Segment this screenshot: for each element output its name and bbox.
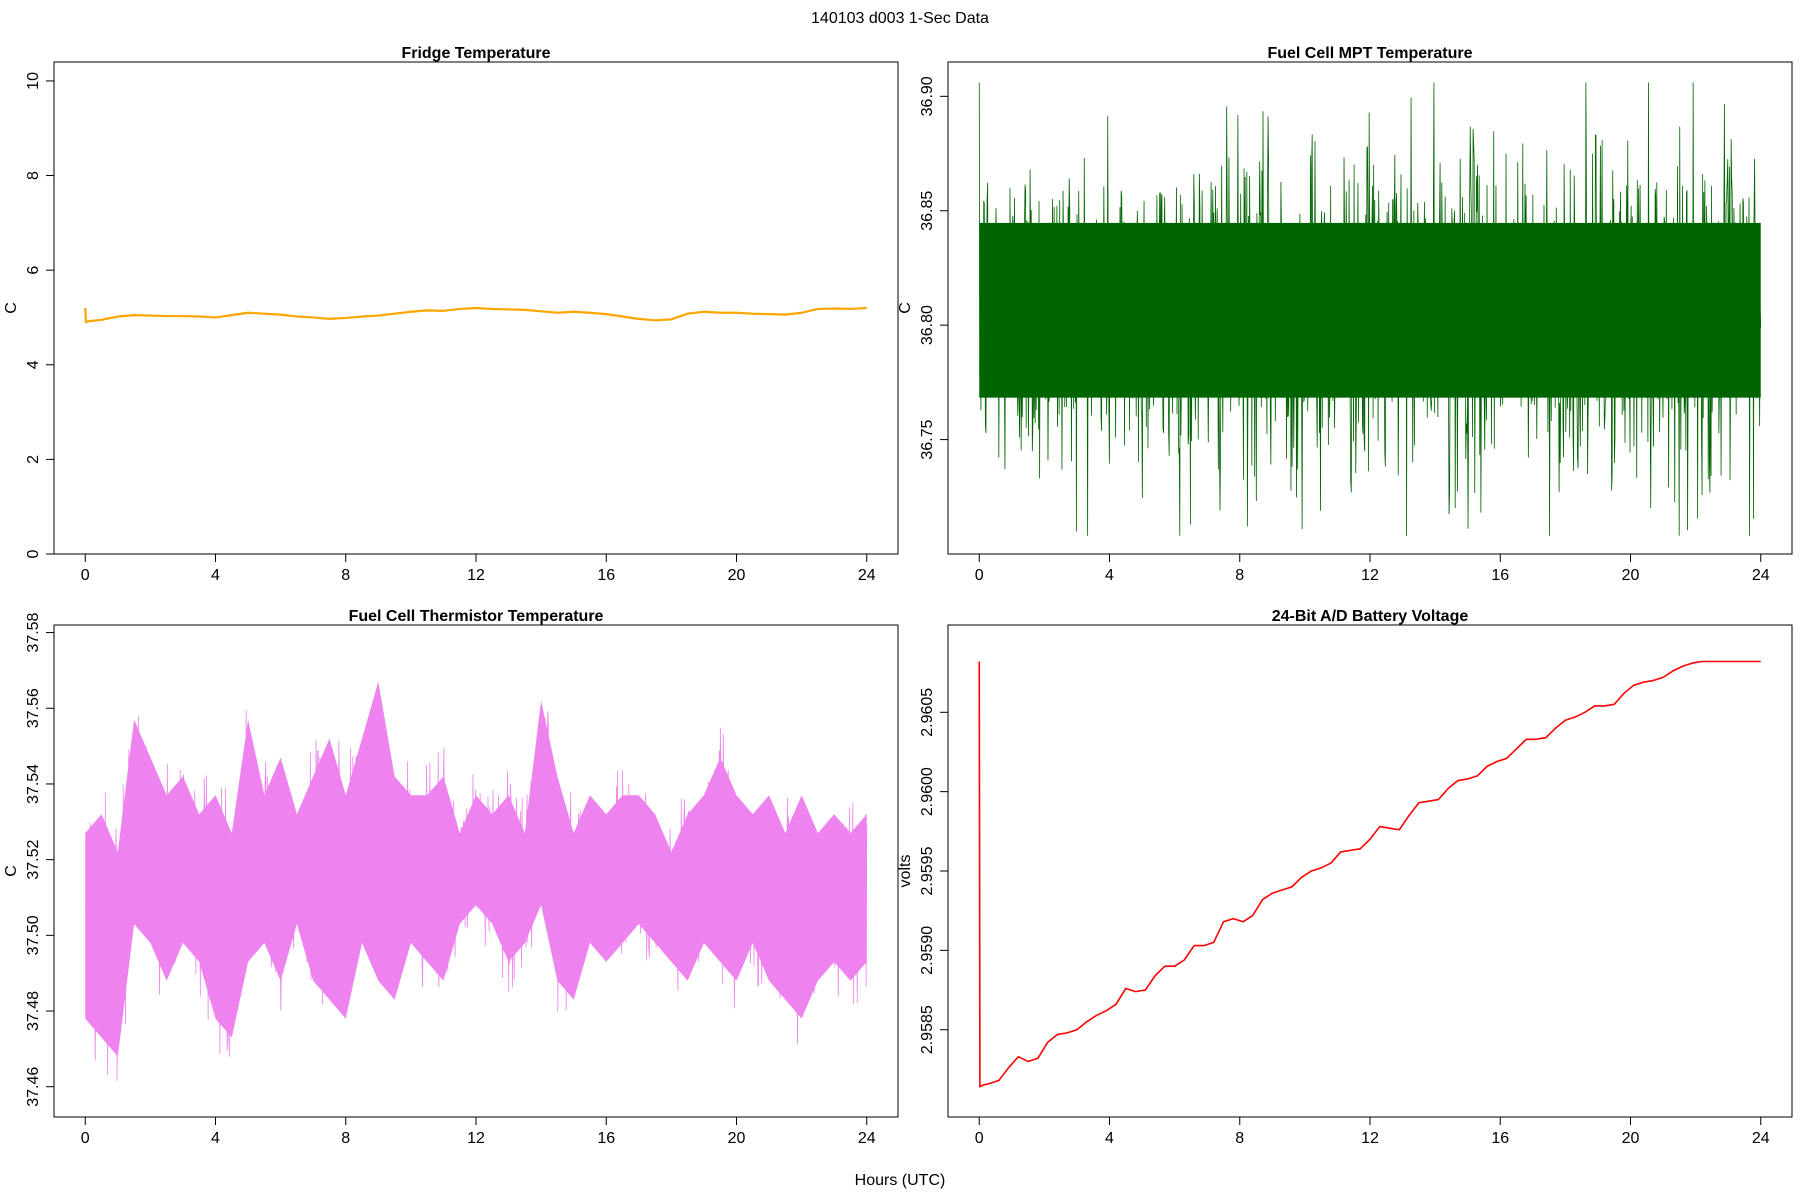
y-tick-label: 36.80 bbox=[919, 305, 936, 345]
y-axis-label: volts bbox=[897, 855, 914, 888]
x-tick-label: 24 bbox=[1752, 567, 1770, 584]
x-tick-label: 0 bbox=[975, 1130, 984, 1147]
series-line bbox=[84, 306, 867, 324]
series-battery bbox=[978, 660, 1761, 1088]
y-tick-label: 2.9600 bbox=[919, 767, 936, 816]
y-tick-label: 37.58 bbox=[25, 612, 42, 652]
panel-title: Fuel Cell Thermistor Temperature bbox=[349, 608, 604, 625]
x-tick-label: 8 bbox=[341, 567, 350, 584]
series-mpt bbox=[978, 82, 1762, 536]
panel-title: Fridge Temperature bbox=[401, 45, 550, 62]
y-tick-label: 37.50 bbox=[25, 915, 42, 955]
y-tick-label: 37.48 bbox=[25, 991, 42, 1031]
y-tick-label: 36.90 bbox=[919, 76, 936, 116]
x-tick-label: 8 bbox=[1235, 1130, 1244, 1147]
x-tick-label: 4 bbox=[211, 1130, 220, 1147]
y-axis-label: C bbox=[3, 865, 20, 877]
y-tick-label: 4 bbox=[25, 360, 42, 369]
series-line bbox=[978, 82, 1762, 536]
x-tick-label: 4 bbox=[211, 567, 220, 584]
y-axis-label: C bbox=[897, 302, 914, 314]
x-tick-label: 24 bbox=[858, 567, 876, 584]
panel-title: 24-Bit A/D Battery Voltage bbox=[1272, 608, 1469, 625]
x-tick-label: 20 bbox=[728, 567, 746, 584]
y-tick-label: 37.54 bbox=[25, 764, 42, 804]
y-tick-label: 10 bbox=[25, 72, 42, 90]
x-tick-label: 20 bbox=[728, 1130, 746, 1147]
x-tick-label: 16 bbox=[597, 567, 615, 584]
x-tick-label: 12 bbox=[1361, 567, 1379, 584]
series-thermistor bbox=[84, 681, 868, 1081]
x-tick-label: 8 bbox=[1235, 567, 1244, 584]
y-tick-label: 36.75 bbox=[919, 419, 936, 459]
x-tick-label: 24 bbox=[1752, 1130, 1770, 1147]
x-tick-label: 20 bbox=[1622, 1130, 1640, 1147]
x-tick-label: 16 bbox=[1491, 567, 1509, 584]
x-tick-label: 16 bbox=[1491, 1130, 1509, 1147]
x-tick-label: 20 bbox=[1622, 567, 1640, 584]
x-tick-label: 12 bbox=[1361, 1130, 1379, 1147]
y-tick-label: 37.46 bbox=[25, 1067, 42, 1107]
x-tick-label: 0 bbox=[81, 1130, 90, 1147]
figure-title: 140103 d003 1-Sec Data bbox=[811, 10, 989, 27]
chart-panel-battery: 24-Bit A/D Battery Voltage volts 0 4 8 12 16 20… bbox=[897, 608, 1793, 1147]
x-tick-label: 12 bbox=[467, 567, 485, 584]
x-tick-label: 4 bbox=[1105, 1130, 1114, 1147]
y-tick-label: 6 bbox=[25, 266, 42, 275]
x-tick-label: 4 bbox=[1105, 567, 1114, 584]
y-tick-label: 2.9585 bbox=[919, 1005, 936, 1054]
x-tick-label: 0 bbox=[975, 567, 984, 584]
series-fridge bbox=[84, 306, 867, 324]
y-tick-label: 37.52 bbox=[25, 840, 42, 880]
y-tick-label: 2 bbox=[25, 455, 42, 464]
y-tick-label: 0 bbox=[25, 549, 42, 558]
x-tick-label: 12 bbox=[467, 1130, 485, 1147]
x-tick-label: 16 bbox=[597, 1130, 615, 1147]
y-tick-label: 2.9595 bbox=[919, 846, 936, 895]
series-line bbox=[84, 710, 868, 1081]
chart-panel-thermistor: Fuel Cell Thermistor Temperature C 0 4 8 12 16… bbox=[3, 608, 899, 1147]
panel-title: Fuel Cell MPT Temperature bbox=[1267, 45, 1472, 62]
y-tick-label: 36.85 bbox=[919, 191, 936, 231]
y-tick-label: 2.9605 bbox=[919, 688, 936, 737]
shared-x-axis-label: Hours (UTC) bbox=[855, 1172, 946, 1189]
x-tick-label: 0 bbox=[81, 567, 90, 584]
series-line bbox=[978, 660, 1761, 1088]
y-tick-label: 37.56 bbox=[25, 688, 42, 728]
x-tick-label: 8 bbox=[341, 1130, 350, 1147]
x-tick-label: 24 bbox=[858, 1130, 876, 1147]
y-tick-label: 2.9590 bbox=[919, 926, 936, 975]
y-axis-label: C bbox=[3, 302, 20, 314]
y-tick-label: 8 bbox=[25, 171, 42, 180]
chart-panel-mpt: Fuel Cell MPT Temperature C 0 4 8 12 16 20 24 36.… bbox=[897, 45, 1793, 584]
